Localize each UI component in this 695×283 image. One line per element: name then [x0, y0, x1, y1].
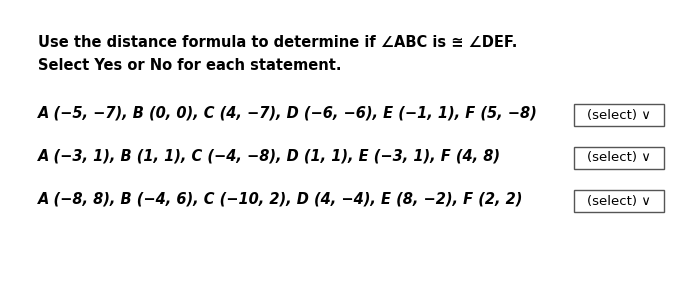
Text: (select) ∨: (select) ∨	[587, 194, 651, 207]
Text: (select) ∨: (select) ∨	[587, 151, 651, 164]
Text: (select) ∨: (select) ∨	[587, 108, 651, 121]
Text: A (−5, −7), B (0, 0), C (4, −7), D (−6, −6), E (−1, 1), F (5, −8): A (−5, −7), B (0, 0), C (4, −7), D (−6, …	[38, 105, 538, 120]
Text: Select Yes or No for each statement.: Select Yes or No for each statement.	[38, 58, 341, 73]
FancyBboxPatch shape	[574, 147, 664, 169]
Text: A (−8, 8), B (−4, 6), C (−10, 2), D (4, −4), E (8, −2), F (2, 2): A (−8, 8), B (−4, 6), C (−10, 2), D (4, …	[38, 191, 523, 206]
Text: Use the distance formula to determine if ∠ABC is ≅ ∠DEF.: Use the distance formula to determine if…	[38, 35, 517, 50]
FancyBboxPatch shape	[574, 104, 664, 126]
FancyBboxPatch shape	[574, 190, 664, 212]
Text: A (−3, 1), B (1, 1), C (−4, −8), D (1, 1), E (−3, 1), F (4, 8): A (−3, 1), B (1, 1), C (−4, −8), D (1, 1…	[38, 148, 501, 163]
